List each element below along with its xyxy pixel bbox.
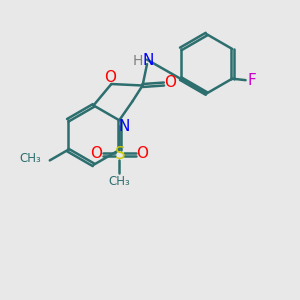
Text: O: O — [104, 70, 116, 85]
Text: CH₃: CH₃ — [108, 175, 130, 188]
Text: N: N — [118, 119, 129, 134]
Text: S: S — [115, 146, 125, 164]
Text: O: O — [164, 75, 176, 90]
Text: O: O — [136, 146, 148, 161]
Text: N: N — [143, 53, 154, 68]
Text: O: O — [90, 146, 102, 161]
Text: H: H — [132, 53, 143, 68]
Text: F: F — [248, 73, 256, 88]
Text: CH₃: CH₃ — [19, 152, 41, 165]
